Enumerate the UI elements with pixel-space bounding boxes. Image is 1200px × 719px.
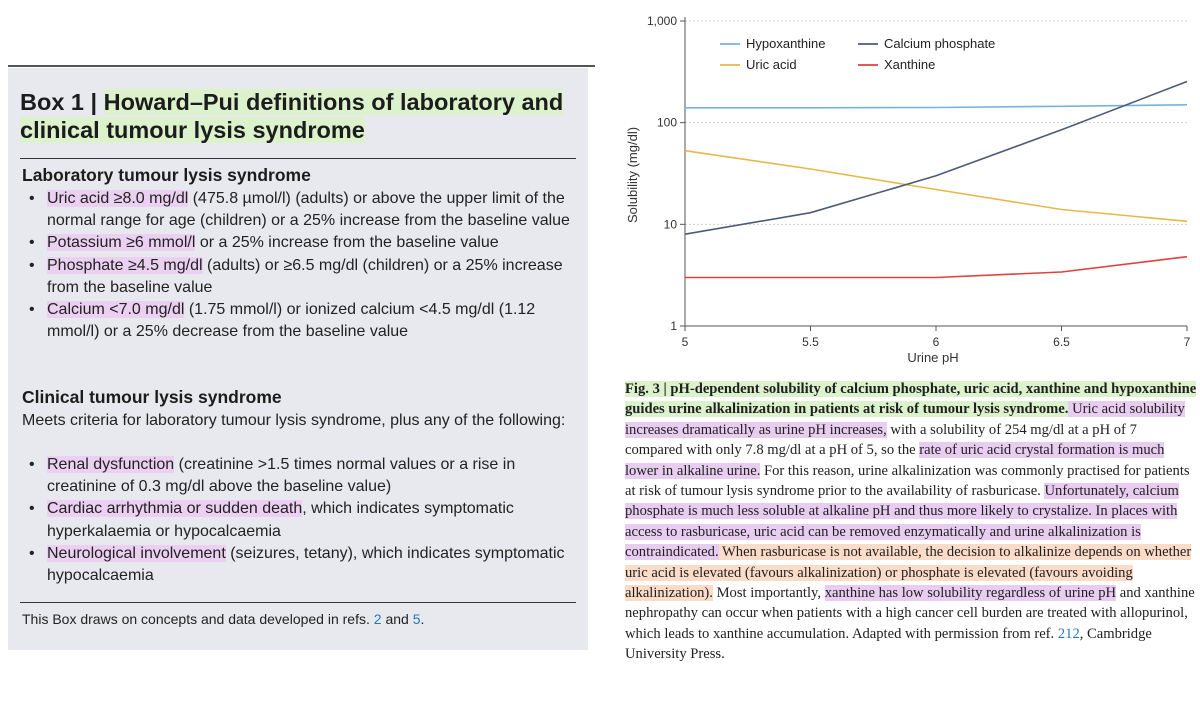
y-tick-label: 10 (664, 217, 678, 231)
legend-label: Hypoxanthine (746, 36, 826, 51)
bullet-icon: • (29, 190, 35, 207)
list-item: • Uric acid ≥8.0 mg/dl (475.8 µmol/l) (ad… (29, 190, 570, 230)
series-line (684, 80, 1188, 235)
bullet-icon: • (29, 500, 35, 518)
x-axis-label: Urine pH (907, 350, 958, 365)
chart-grid (685, 20, 1187, 225)
box-title-rule (20, 158, 576, 159)
chart-axes: 1 10 100 1,000 5 5.5 6 6.5 7 (647, 14, 1191, 349)
series-line (684, 149, 1188, 223)
x-tick-label: 7 (1184, 335, 1191, 349)
ref-link[interactable]: 212 (1057, 625, 1080, 642)
legend-label: Uric acid (746, 57, 797, 72)
clinical-tls-list: • Renal dysfunction (creatinine >1.5 time… (22, 454, 572, 587)
figure-caption: Fig. 3 | pH-dependent solubility of calc… (625, 381, 1197, 663)
box-top-rule (8, 65, 595, 67)
legend-label: Calcium phosphate (884, 36, 995, 51)
y-axis-label: Solubility (mg/dl) (625, 127, 640, 223)
series-line (685, 255, 1188, 279)
y-tick-label: 1 (670, 319, 677, 333)
y-tick-label: 100 (657, 116, 677, 130)
chart-legend: Hypoxanthine Uric acid Calcium phosphate Xa… (720, 36, 995, 72)
ref-link[interactable]: 2 (373, 611, 382, 627)
bullet-icon: • (29, 301, 35, 319)
box-footer-rule (20, 602, 576, 603)
clinical-tls-intro: Meets criteria for laboratory tumour lys… (22, 412, 566, 429)
solubility-chart: 1 10 100 1,000 5 5.5 6 6.5 7 Hypoxanthine Uric ac… (625, 14, 1191, 365)
list-item: • Potassium ≥6 mmol/l or a 25% increase f… (22, 232, 572, 254)
list-item: • Calcium <7.0 mg/dl (1.75 mmol/l) or ion… (29, 301, 536, 341)
bullet-icon: • (29, 256, 35, 274)
fig-label: Fig. 3 | (625, 381, 671, 397)
bullet-icon: • (29, 544, 35, 562)
box-title-prefix: Box 1 | (20, 89, 104, 115)
ref-link[interactable]: 5 (412, 611, 421, 627)
box-title: Box 1 | Howard–Pui definitions of labora… (20, 88, 585, 144)
list-item: • Renal dysfunction (creatinine >1.5 time… (29, 456, 516, 496)
lab-tls-heading: Laboratory tumour lysis syndrome (22, 165, 311, 185)
x-tick-label: 5.5 (802, 335, 819, 349)
list-item: • Neurological involvement (seizures, tet… (29, 544, 565, 585)
bullet-icon: • (29, 456, 35, 473)
box-footnote: This Box draws on concepts and data deve… (22, 611, 425, 627)
x-tick-label: 6.5 (1053, 335, 1070, 349)
lab-tls-list: • Uric acid ≥8.0 mg/dl (475.8 µmol/l) (ad… (22, 188, 572, 343)
clinical-tls-heading: Clinical tumour lysis syndrome (22, 387, 282, 407)
x-tick-label: 6 (933, 335, 940, 349)
chart-series (684, 80, 1188, 279)
list-item: • Cardiac arrhythmia or sudden death, whi… (29, 500, 514, 540)
legend-label: Xanthine (884, 57, 935, 72)
y-tick-label: 1,000 (647, 14, 677, 28)
series-line (685, 104, 1188, 109)
x-tick-label: 5 (682, 335, 689, 349)
list-item: • Phosphate ≥4.5 mg/dl (adults) or ≥6.5 m… (29, 256, 563, 296)
bullet-icon: • (29, 234, 35, 252)
